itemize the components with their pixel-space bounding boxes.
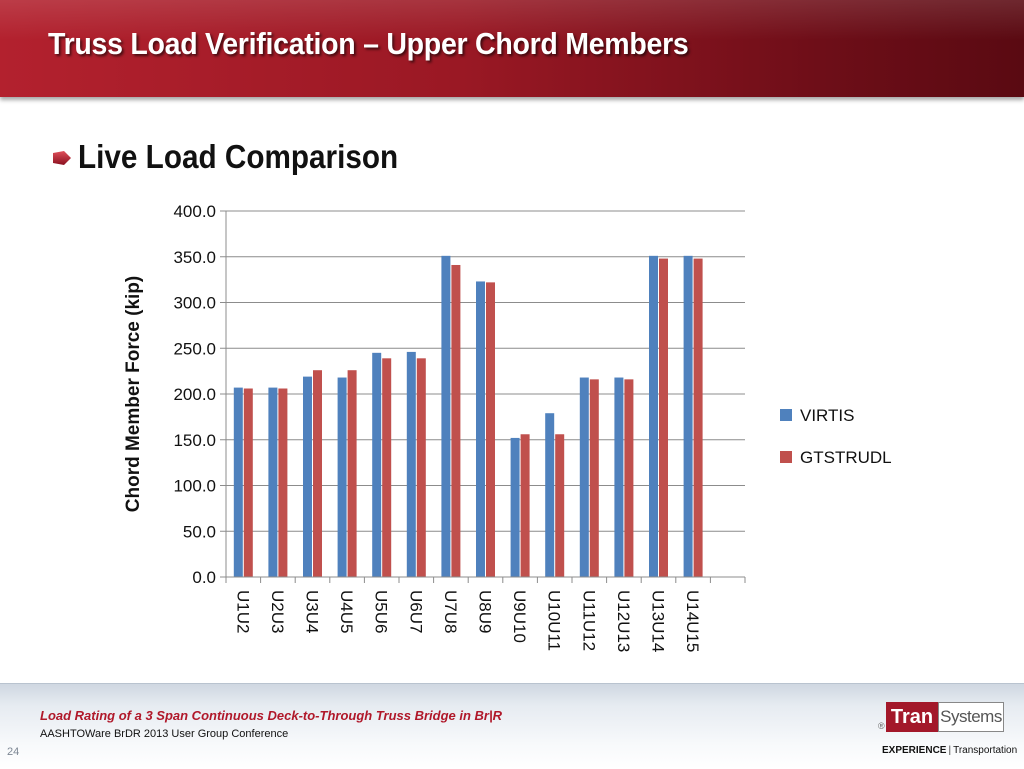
bar-virtis (476, 281, 485, 577)
y-tick-label: 350.0 (173, 248, 216, 267)
legend-swatch (780, 409, 792, 421)
y-tick-label: 0.0 (192, 568, 216, 587)
bar-gtstrudl (555, 434, 565, 577)
y-tick-label: 400.0 (173, 202, 216, 221)
y-tick-label: 100.0 (173, 477, 216, 496)
tagline: EXPERIENCE | Transportation (882, 745, 1017, 756)
bar-virtis (649, 255, 658, 577)
logo-registered-mark: ® (878, 721, 885, 731)
y-tick-label: 150.0 (173, 431, 216, 450)
bar-virtis (337, 377, 347, 577)
legend-label: GTSTRUDL (800, 448, 892, 467)
bar-virtis (683, 255, 693, 577)
y-tick-label: 300.0 (173, 294, 216, 313)
logo-tran: Tran (886, 702, 938, 732)
bar-virtis (372, 352, 382, 577)
bar-gtstrudl (347, 370, 357, 577)
bar-virtis (406, 351, 416, 577)
page-number: 24 (7, 746, 20, 758)
footer-subtitle: AASHTOWare BrDR 2013 User Group Conferen… (40, 728, 289, 740)
x-tick-label: U6U7 (406, 590, 425, 633)
bar-virtis (510, 437, 520, 577)
bar-virtis (614, 377, 624, 577)
tagline-experience: EXPERIENCE (882, 745, 947, 756)
slide-title: Truss Load Verification – Upper Chord Me… (48, 26, 689, 61)
x-tick-label: U1U2 (233, 590, 252, 633)
x-tick-label: U12U13 (614, 590, 633, 652)
bar-gtstrudl (416, 358, 426, 577)
bar-gtstrudl (486, 282, 495, 577)
x-tick-label: U8U9 (476, 590, 495, 633)
bar-virtis (303, 376, 312, 577)
y-tick-label: 200.0 (173, 385, 216, 404)
y-tick-label: 250.0 (173, 339, 216, 358)
y-axis-title: Chord Member Force (kip) (123, 276, 144, 512)
x-tick-label: U11U12 (579, 590, 598, 651)
legend-swatch (780, 451, 792, 463)
legend-label: VIRTIS (800, 406, 854, 425)
bar-gtstrudl (243, 388, 253, 577)
x-tick-label: U3U4 (303, 590, 322, 633)
bar-gtstrudl (313, 370, 322, 577)
bar-gtstrudl (693, 258, 703, 577)
x-tick-label: U4U5 (337, 590, 356, 633)
title-bar: Truss Load Verification – Upper Chord Me… (0, 0, 1024, 97)
footer-title: Load Rating of a 3 Span Continuous Deck-… (40, 708, 503, 723)
logo-systems: Systems (938, 702, 1004, 732)
bar-virtis (545, 413, 555, 577)
x-tick-label: U14U15 (683, 590, 702, 652)
x-tick-label: U13U14 (649, 590, 668, 652)
transystems-logo: ® Tran Systems (878, 697, 1008, 737)
bar-gtstrudl (624, 379, 634, 577)
bar-chart: 0.0 50.0 100.0 150.0 200.0 250.0 300.0 350.0 400… (123, 202, 892, 652)
x-tick-label: U5U6 (372, 590, 391, 633)
x-tick-label: U9U10 (510, 590, 529, 643)
tagline-separator: | (948, 745, 952, 756)
footer: Load Rating of a 3 Span Continuous Deck-… (0, 683, 1024, 769)
tagline-transportation: Transportation (953, 745, 1018, 756)
x-tick-label: U7U8 (441, 590, 460, 633)
bar-virtis (579, 377, 589, 577)
bar-virtis (233, 387, 243, 577)
bullet-arrow-icon (53, 151, 71, 165)
bar-gtstrudl (520, 434, 530, 577)
bullet-text: Live Load Comparison (78, 138, 399, 175)
x-tick-label: U2U3 (268, 590, 287, 633)
bar-virtis (441, 255, 451, 577)
bar-gtstrudl (659, 258, 668, 577)
bar-gtstrudl (278, 388, 288, 577)
bar-gtstrudl (451, 264, 461, 577)
bar-virtis (268, 387, 278, 577)
y-tick-label: 50.0 (183, 522, 216, 541)
bar-gtstrudl (382, 358, 392, 577)
bar-gtstrudl (589, 379, 599, 577)
x-tick-label: U10U11 (545, 590, 564, 651)
